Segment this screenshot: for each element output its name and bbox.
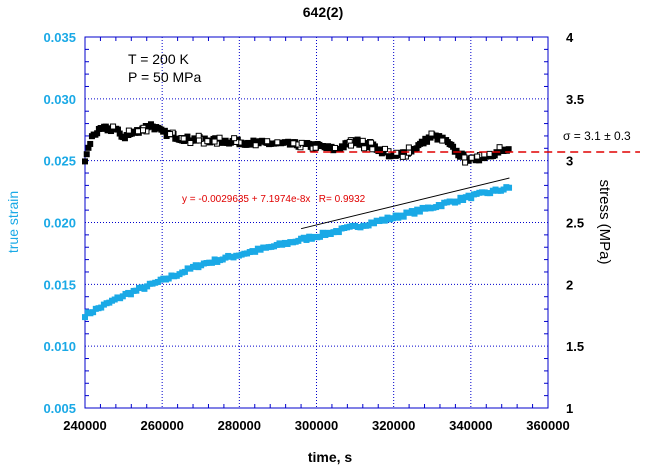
stress-point: [505, 146, 512, 153]
stress-point-open: [361, 145, 368, 152]
stress-point: [83, 151, 90, 158]
stress-point-open: [231, 135, 238, 142]
x-tick-label: 340000: [449, 418, 492, 433]
stress-point-open: [167, 131, 174, 138]
y2-tick-label: 1.5: [566, 339, 584, 354]
stress-point-open: [369, 146, 376, 153]
stress-point-open: [204, 138, 211, 145]
strain-point: [82, 314, 88, 321]
strain-point: [506, 184, 513, 191]
strain-point: [335, 229, 342, 236]
strain-point: [454, 198, 461, 205]
stress-point-open: [462, 159, 469, 166]
x-axis-label: time, s: [308, 449, 353, 465]
stress-point-open: [125, 127, 132, 134]
y-tick-label: 0.020: [43, 216, 76, 231]
stress-point-open: [298, 139, 305, 146]
y2-tick-label: 3: [566, 154, 573, 169]
strain-point: [127, 291, 134, 298]
y2-tick-label: 4: [566, 30, 574, 45]
y2-tick-label: 1: [566, 401, 573, 416]
stress-point-open: [264, 138, 271, 145]
x-tick-label: 280000: [218, 418, 261, 433]
stress-point-open: [187, 140, 194, 147]
x-tick-label: 360000: [526, 418, 569, 433]
stress-point-open: [211, 138, 218, 145]
stress-point-open: [382, 145, 389, 152]
y2-tick-label: 2: [566, 277, 573, 292]
fit-label: y = -0.0029635 + 7.1974e-8x R= 0.9932: [182, 194, 366, 205]
y2-axis-label: stress (MPa): [596, 179, 613, 264]
stress-point: [87, 140, 94, 147]
stress-point-open: [252, 142, 259, 149]
stress-point-open: [180, 135, 187, 142]
stress-point-open: [290, 140, 297, 147]
stress-point-open: [216, 134, 223, 141]
strain-point: [316, 233, 323, 240]
y-tick-label: 0.035: [43, 30, 76, 45]
stress-point-open: [496, 144, 503, 151]
y-tick-label: 0.030: [43, 92, 76, 107]
strain-point: [411, 210, 418, 217]
stress-point-open: [348, 142, 355, 149]
stress-point-open: [368, 139, 375, 146]
stress-point-open: [439, 137, 446, 144]
stress-point-open: [195, 137, 202, 144]
plot-frame: [84, 36, 549, 409]
y-tick-label: 0.025: [43, 154, 76, 169]
stress-point-open: [393, 149, 400, 156]
stress-point-open: [274, 139, 281, 146]
strain-point: [252, 248, 259, 255]
strain-point: [208, 259, 215, 266]
stress-point-open: [359, 137, 366, 144]
strain-point: [438, 203, 445, 210]
y-tick-label: 0.015: [43, 277, 76, 292]
y-axis-label: true strain: [5, 191, 21, 253]
stress-point-open: [140, 127, 147, 134]
chart-title: 642(2): [303, 4, 343, 20]
sigma-label: σ = 3.1 ± 0.3: [563, 129, 631, 143]
stress-point-open: [135, 128, 142, 135]
stress-point-open: [405, 144, 412, 151]
y2-tick-label: 2.5: [566, 216, 584, 231]
stress-point-open: [331, 144, 338, 151]
stress-point-open: [312, 144, 319, 151]
stress-point: [82, 158, 88, 165]
strain-point: [416, 208, 423, 215]
stress-point-open: [110, 123, 117, 130]
stress-point: [354, 136, 361, 143]
y2-tick-label: 3.5: [566, 92, 584, 107]
strain-point: [303, 236, 310, 243]
stress-point-open: [474, 153, 481, 160]
strain-point: [90, 309, 97, 316]
strain-point: [381, 217, 388, 224]
condition-temperature: T = 200 K: [128, 51, 190, 67]
y-tick-label: 0.010: [43, 339, 76, 354]
stress-point-open: [461, 154, 468, 161]
strain-point: [468, 195, 475, 202]
stress-point-open: [468, 154, 475, 161]
strain-point: [181, 268, 188, 275]
x-tick-label: 260000: [140, 418, 183, 433]
y-tick-label: 0.005: [43, 401, 76, 416]
x-tick-label: 300000: [295, 418, 338, 433]
x-tick-label: 240000: [63, 418, 106, 433]
fit-line: [300, 177, 510, 230]
condition-pressure: P = 50 MPa: [128, 69, 202, 85]
strain-point: [400, 213, 407, 220]
stress-point-open: [428, 130, 435, 137]
stress-point-open: [486, 150, 493, 157]
x-tick-label: 320000: [372, 418, 415, 433]
stress-point-open: [399, 153, 406, 160]
